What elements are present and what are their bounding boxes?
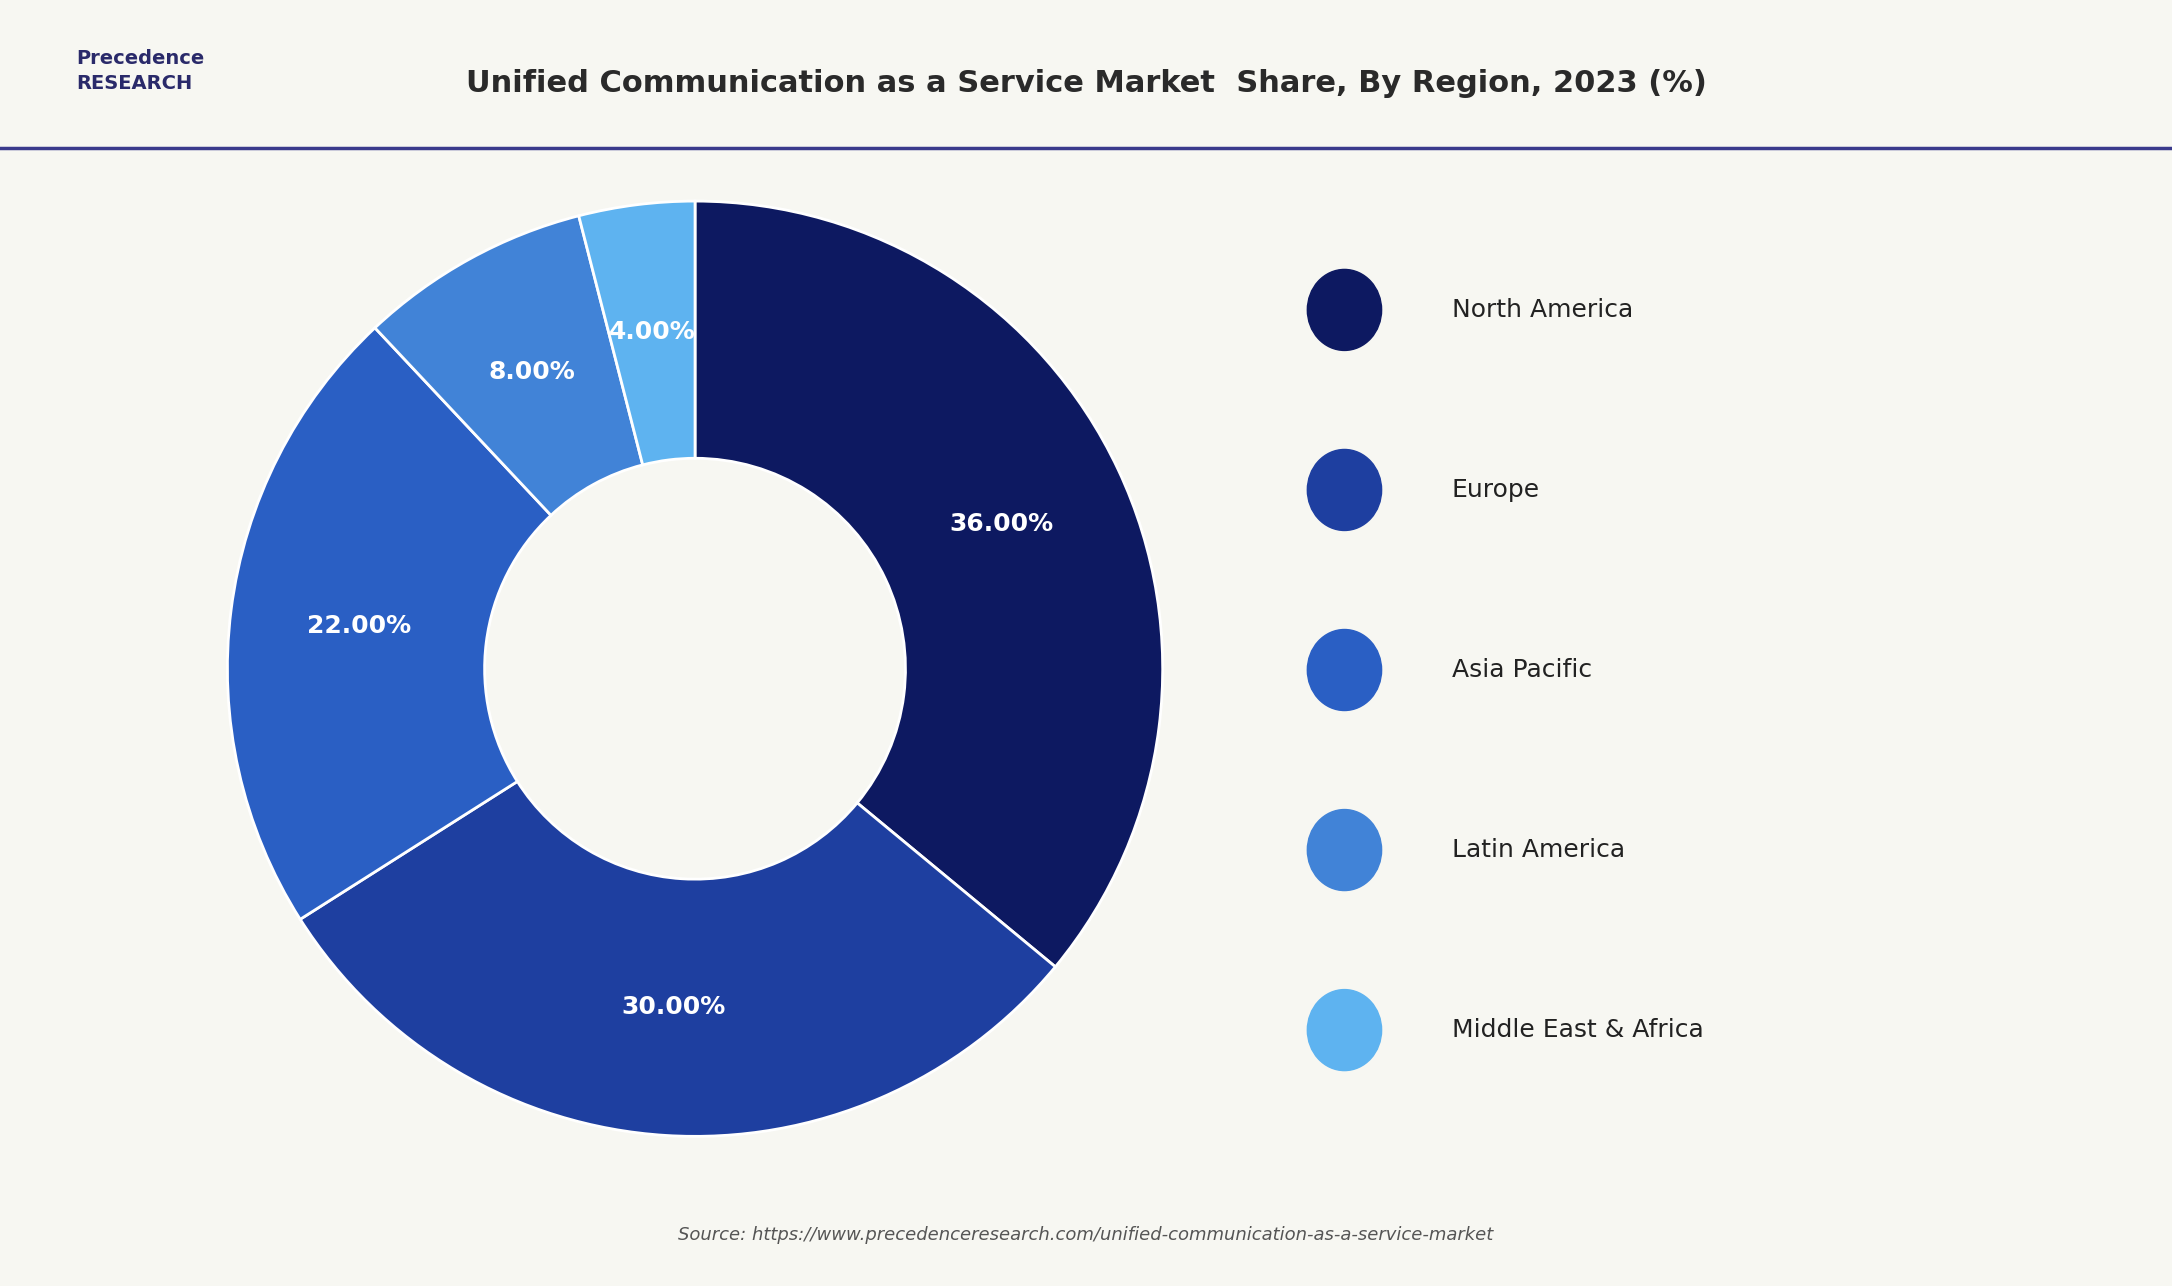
Text: North America: North America [1451, 298, 1633, 322]
Wedge shape [228, 328, 552, 919]
Wedge shape [300, 782, 1056, 1137]
Text: Asia Pacific: Asia Pacific [1451, 658, 1592, 682]
Circle shape [1308, 450, 1381, 530]
Text: 22.00%: 22.00% [306, 615, 411, 638]
Text: Latin America: Latin America [1451, 838, 1625, 862]
Text: Middle East & Africa: Middle East & Africa [1451, 1019, 1703, 1042]
Text: Precedence
RESEARCH: Precedence RESEARCH [76, 49, 204, 93]
Wedge shape [578, 201, 695, 466]
Text: Europe: Europe [1451, 478, 1540, 502]
Wedge shape [376, 216, 643, 516]
Wedge shape [695, 201, 1162, 967]
Text: 36.00%: 36.00% [949, 512, 1053, 536]
Text: Source: https://www.precedenceresearch.com/unified-communication-as-a-service-ma: Source: https://www.precedenceresearch.c… [678, 1226, 1494, 1244]
Circle shape [1308, 990, 1381, 1070]
Text: 30.00%: 30.00% [621, 995, 725, 1019]
Circle shape [1308, 810, 1381, 890]
Circle shape [1308, 270, 1381, 351]
Text: 8.00%: 8.00% [489, 360, 576, 383]
Text: Unified Communication as a Service Market  Share, By Region, 2023 (%): Unified Communication as a Service Marke… [465, 69, 1707, 98]
Text: 4.00%: 4.00% [608, 320, 695, 345]
Circle shape [1308, 630, 1381, 711]
